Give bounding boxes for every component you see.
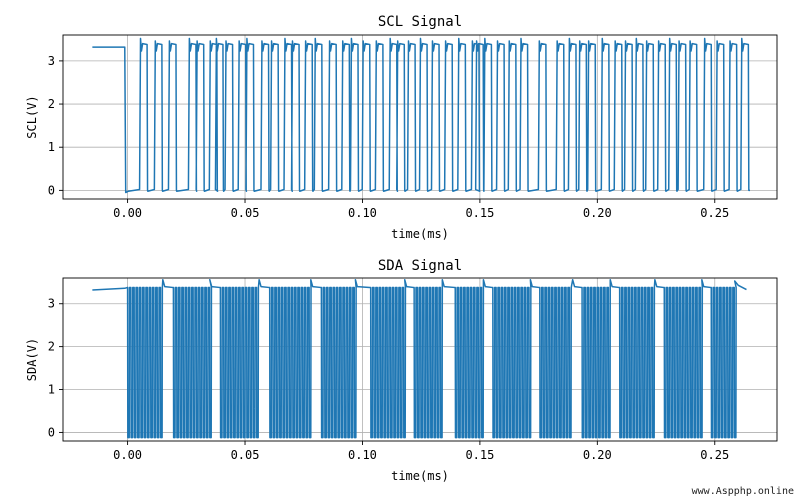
y-tick-label: 1 [48, 140, 55, 154]
x-axis-label: time(ms) [391, 227, 449, 241]
series-line [92, 278, 747, 439]
axes-frame [62, 34, 778, 200]
x-tick-label: 0.15 [465, 448, 494, 462]
y-tick-label: 2 [48, 97, 55, 111]
x-tick-label: 0.00 [113, 448, 142, 462]
x-tick-label: 0.05 [231, 206, 260, 220]
axes-frame [62, 277, 778, 442]
series-line [92, 37, 750, 194]
x-tick-label: 0.25 [700, 206, 729, 220]
x-tick-label: 0.10 [348, 448, 377, 462]
chart-title: SCL Signal [378, 14, 462, 30]
chart-title: SDA Signal [378, 258, 462, 274]
x-tick-label: 0.05 [231, 448, 260, 462]
x-tick-label: 0.15 [465, 206, 494, 220]
watermark: www.Aspphp.online [691, 486, 794, 497]
y-tick-label: 0 [48, 425, 55, 439]
x-tick-label: 0.20 [583, 206, 612, 220]
chart-panel-1: 0.00 0.05 0.10 0.15 0.20 0.25 0 1 2 3 SCL Signal ti… [25, 14, 778, 241]
x-axis-label: time(ms) [391, 469, 449, 483]
y-tick-label: 2 [48, 340, 55, 354]
x-tick-label: 0.10 [348, 206, 377, 220]
y-tick-label: 3 [48, 54, 55, 68]
y-tick-label: 1 [48, 383, 55, 397]
y-axis-label: SDA(V) [25, 338, 39, 381]
x-tick-label: 0.20 [583, 448, 612, 462]
chart-panel-2: 0.00 0.05 0.10 0.15 0.20 0.25 0 1 2 3 SDA Signal ti… [25, 258, 778, 483]
x-tick-label: 0.25 [700, 448, 729, 462]
y-tick-label: 0 [48, 183, 55, 197]
x-tick-label: 0.00 [113, 206, 142, 220]
y-tick-label: 3 [48, 297, 55, 311]
y-axis-label: SCL(V) [25, 95, 39, 138]
